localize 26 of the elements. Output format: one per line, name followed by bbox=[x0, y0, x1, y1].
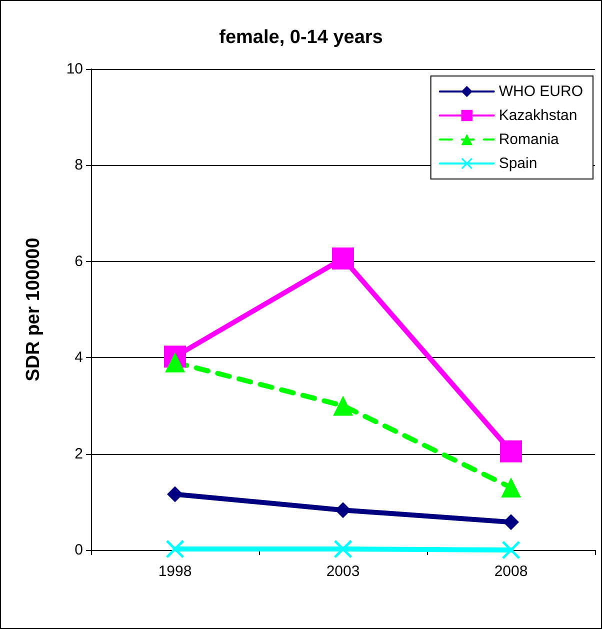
legend-label: Romania bbox=[498, 131, 560, 148]
y-tick-label: 8 bbox=[74, 156, 83, 174]
point bbox=[166, 540, 184, 558]
point bbox=[335, 502, 351, 518]
legend-label: WHO EURO bbox=[498, 83, 584, 100]
legend-label: Kazakhstan bbox=[498, 107, 578, 124]
y-tick-label: 6 bbox=[74, 252, 83, 270]
point bbox=[501, 477, 521, 498]
chart-title: female, 0-14 years bbox=[219, 27, 383, 48]
x-tick-label: 2008 bbox=[494, 563, 528, 580]
point bbox=[167, 486, 183, 502]
y-tick-label: 2 bbox=[74, 445, 83, 462]
point bbox=[165, 352, 185, 372]
x-tick-label: 2003 bbox=[326, 563, 360, 580]
point bbox=[332, 248, 354, 270]
point bbox=[503, 514, 519, 530]
y-tick-label: 0 bbox=[74, 542, 83, 558]
point bbox=[334, 540, 352, 558]
y-tick-label: 10 bbox=[66, 60, 83, 78]
legend-label: Spain bbox=[498, 155, 538, 172]
y-axis-title: SDR per 100000 bbox=[23, 238, 44, 382]
point bbox=[333, 396, 353, 416]
point bbox=[502, 541, 520, 559]
y-tick-label: 4 bbox=[74, 349, 83, 366]
point bbox=[500, 440, 522, 462]
x-tick-label: 1998 bbox=[158, 563, 192, 580]
